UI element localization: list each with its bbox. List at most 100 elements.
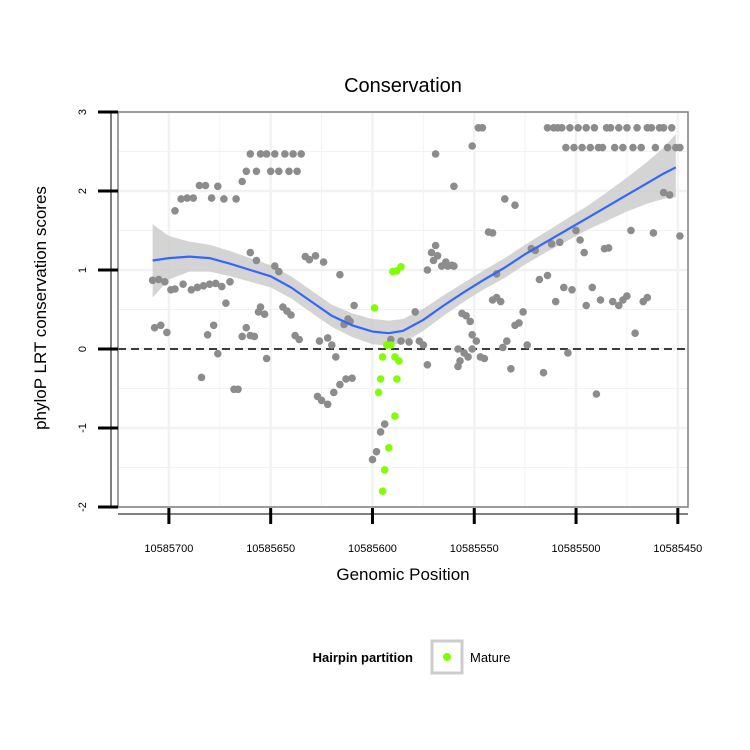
conservation-point [203,331,212,339]
conservation-point [606,124,615,132]
conservation-point [214,182,222,191]
conservation-point [665,191,674,199]
conservation-point [582,301,590,310]
conservation-point [336,270,344,279]
conservation-point [252,167,261,176]
conservation-point [207,194,216,202]
conservation-point [651,143,660,152]
conservation-point [368,455,377,464]
y-tick-label: 1 [77,267,89,273]
conservation-point [195,181,204,190]
conservation-point [450,182,458,191]
conservation-point [539,368,548,377]
conservation-point [468,331,477,339]
conservation-point [348,374,356,383]
conservation-point [572,226,580,235]
y-tick-label: 2 [77,188,89,194]
conservation-point [480,354,489,363]
conservation-point [214,349,222,358]
conservation-point [171,207,179,215]
conservation-point [336,380,344,389]
conservation-point [161,278,169,286]
y-tick-label: -1 [77,423,89,433]
conservation-point [535,275,544,284]
mature-point [387,341,395,349]
conservation-point [246,150,255,158]
conservation-point [238,177,246,186]
conservation-point [433,252,442,260]
conservation-point [598,143,607,152]
conservation-point [623,292,631,300]
conservation-point [503,337,511,345]
conservation-point [582,124,590,132]
conservation-point [163,328,171,337]
conservation-point [619,143,627,152]
conservation-point [252,256,261,265]
conservation-point [615,301,623,310]
conservation-point [501,195,509,203]
mature-point [376,375,385,383]
conservation-point [220,195,228,203]
conservation-point [629,143,637,152]
mature-point [374,388,383,397]
loess-smooth-line [152,166,677,335]
conservation-point [468,142,477,150]
conservation-point [588,283,597,292]
conservation-point [454,345,462,353]
conservation-point [523,341,531,349]
conservation-point [431,150,440,158]
y-tick-label: 0 [77,346,89,352]
conservation-point [488,229,497,237]
conservation-point [427,248,436,257]
conservation-point [242,323,251,332]
conservation-point [177,195,185,203]
conservation-point [287,311,295,319]
conservation-point [519,308,527,316]
mature-point [397,263,405,271]
conservation-point [319,258,328,266]
conservation-point [242,167,251,176]
conservation-point [564,349,572,357]
x-tick-label: 10585550 [450,543,499,555]
conservation-point [275,267,283,276]
conservation-point [466,317,475,326]
conservation-point [256,303,265,311]
conservation-point [148,276,157,285]
conservation-point [580,248,588,257]
mature-point [380,466,389,474]
mature-point [395,357,403,365]
conservation-point [649,229,658,237]
conservation-point [499,343,507,352]
conservation-point [187,286,196,294]
conservation-point [456,357,464,365]
conservation-point [590,124,599,132]
conservation-point [515,319,523,327]
conservation-point [234,385,242,394]
conservation-point [285,167,293,176]
conservation-point [250,332,259,341]
conservation-point [289,150,297,158]
conservation-point [150,323,159,332]
conservation-point [232,195,240,203]
y-tick-label: -2 [77,502,89,512]
mature-point [393,375,401,383]
conservation-point [570,143,578,152]
x-tick-label: 10585450 [653,543,702,555]
conservation-point [631,329,639,338]
conservation-point [199,282,208,290]
conservation-point [423,361,432,369]
smooth-line-layer [152,166,677,335]
conservation-point [295,335,304,344]
confidence-band-layer [152,134,676,346]
conservation-point [179,280,187,289]
conservation-point [211,279,220,288]
conservation-point [376,428,385,436]
conservation-point [676,232,684,240]
conservation-point [281,150,289,158]
conservation-point [405,338,413,346]
conservation-point [183,194,191,202]
conservation-point [643,293,652,302]
y-tick-label: 3 [77,109,89,115]
x-tick-label: 10585600 [348,543,397,555]
panel-border [117,111,689,508]
